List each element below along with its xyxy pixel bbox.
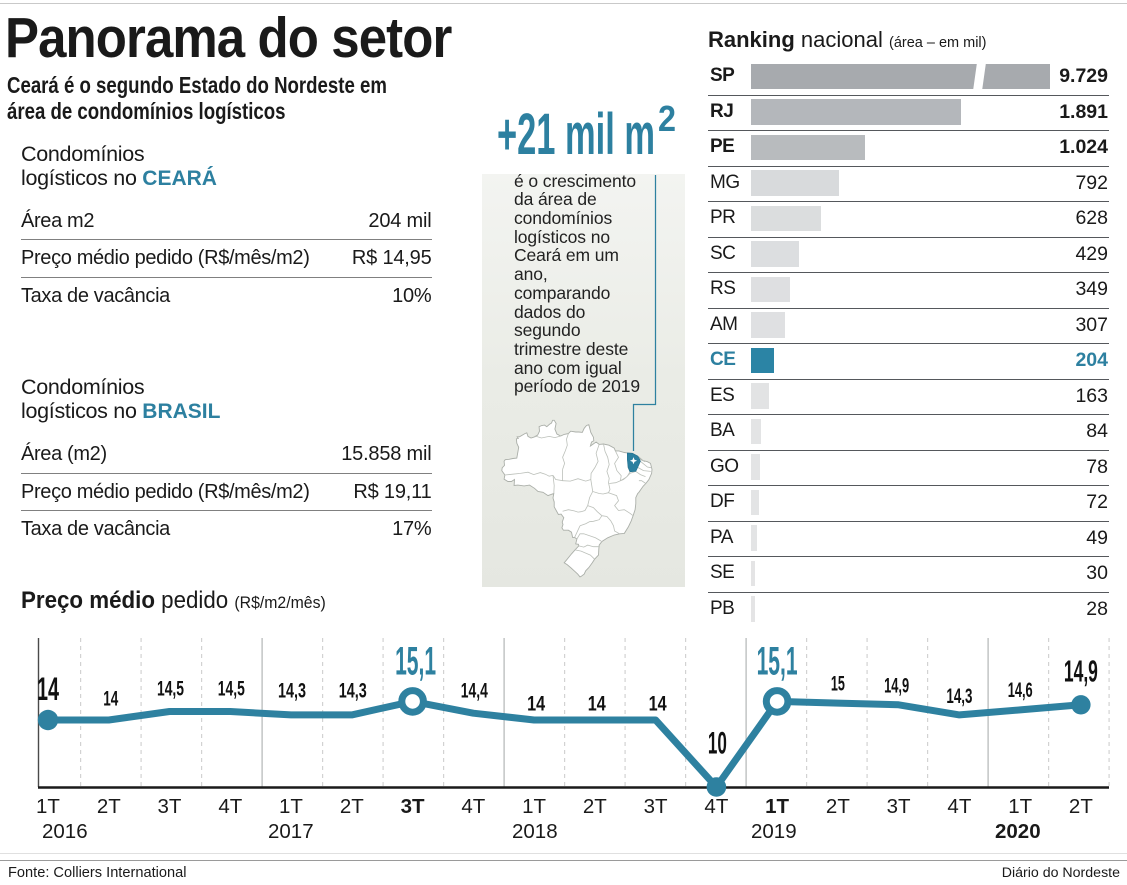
- svg-text:2018: 2018: [512, 820, 558, 843]
- svg-text:1T: 1T: [522, 795, 546, 818]
- svg-text:14: 14: [37, 671, 59, 707]
- svg-text:14: 14: [527, 692, 545, 715]
- svg-text:14: 14: [103, 687, 118, 710]
- svg-text:3T: 3T: [887, 795, 911, 818]
- svg-text:2: 2: [658, 98, 676, 139]
- svg-text:15: 15: [831, 672, 845, 696]
- svg-text:2017: 2017: [268, 820, 314, 843]
- svg-text:14,3: 14,3: [946, 684, 972, 708]
- svg-text:2T: 2T: [583, 795, 607, 818]
- svg-text:2016: 2016: [42, 820, 88, 843]
- svg-text:14,9: 14,9: [884, 674, 909, 697]
- svg-text:4T: 4T: [218, 795, 242, 818]
- svg-text:14,3: 14,3: [339, 679, 367, 703]
- svg-text:14: 14: [649, 692, 667, 715]
- svg-text:14,3: 14,3: [278, 679, 306, 703]
- svg-text:2T: 2T: [826, 795, 850, 818]
- svg-text:14,6: 14,6: [1008, 678, 1033, 702]
- svg-text:3T: 3T: [158, 795, 182, 818]
- svg-text:4T: 4T: [461, 795, 485, 818]
- svg-text:14,5: 14,5: [218, 677, 245, 701]
- svg-text:2T: 2T: [1069, 795, 1093, 818]
- svg-text:3T: 3T: [401, 795, 425, 818]
- svg-text:15,1: 15,1: [757, 640, 798, 684]
- svg-text:1T: 1T: [765, 795, 789, 818]
- svg-text:14,5: 14,5: [157, 677, 184, 701]
- svg-text:14,9: 14,9: [1064, 655, 1098, 689]
- svg-text:4T: 4T: [704, 795, 728, 818]
- svg-text:1T: 1T: [1008, 795, 1032, 818]
- svg-text:2020: 2020: [995, 820, 1041, 843]
- svg-text:2019: 2019: [751, 820, 797, 843]
- svg-text:14,4: 14,4: [461, 679, 488, 703]
- svg-text:14: 14: [588, 692, 606, 715]
- svg-text:4T: 4T: [947, 795, 971, 818]
- svg-text:2T: 2T: [340, 795, 364, 818]
- svg-text:10: 10: [708, 724, 727, 760]
- svg-text:1T: 1T: [279, 795, 303, 818]
- svg-text:3T: 3T: [644, 795, 668, 818]
- svg-text:15,1: 15,1: [395, 640, 436, 684]
- svg-text:2T: 2T: [97, 795, 121, 818]
- svg-text:1T: 1T: [36, 795, 60, 818]
- svg-text:+21 mil m: +21 mil m: [497, 102, 655, 167]
